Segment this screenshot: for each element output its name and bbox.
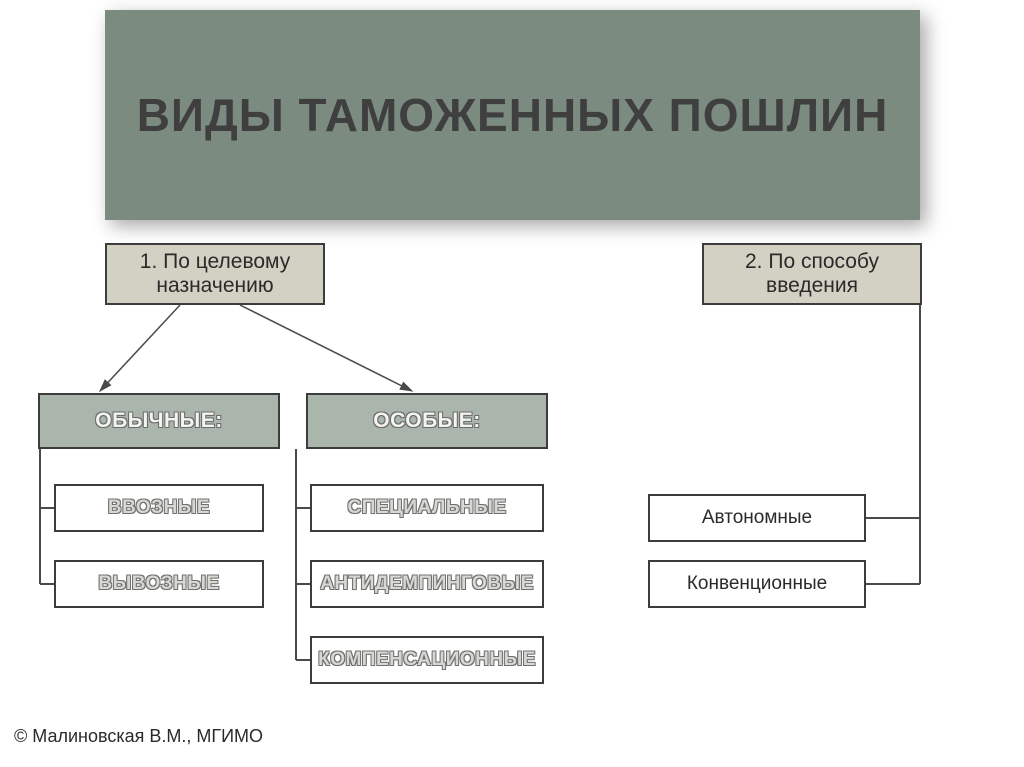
- leaf-import-box: ВВОЗНЫЕ: [54, 484, 264, 532]
- category-2-label: 2. По способу введения: [710, 250, 914, 298]
- leaf-conv-box: Конвенционные: [648, 560, 866, 608]
- leaf-antidump-box: АНТИДЕМПИНГОВЫЕ: [310, 560, 544, 608]
- leaf-conv-label: Конвенционные: [687, 573, 827, 595]
- leaf-compens-box: КОМПЕНСАЦИОННЫЕ: [310, 636, 544, 684]
- leaf-antidump-label: АНТИДЕМПИНГОВЫЕ: [320, 573, 534, 595]
- title-panel: ВИДЫ ТАМОЖЕННЫХ ПОШЛИН: [105, 10, 920, 220]
- leaf-compens-label: КОМПЕНСАЦИОННЫЕ: [318, 649, 536, 671]
- group-special-box: ОСОБЫЕ:: [306, 393, 548, 449]
- leaf-special-label: СПЕЦИАЛЬНЫЕ: [347, 497, 506, 519]
- group-ordinary-label: ОБЫЧНЫЕ:: [95, 409, 222, 433]
- footer-copyright: © Малиновская В.М., МГИМО: [14, 726, 263, 747]
- leaf-auton-box: Автономные: [648, 494, 866, 542]
- category-2-box: 2. По способу введения: [702, 243, 922, 305]
- leaf-auton-label: Автономные: [702, 507, 812, 529]
- group-special-label: ОСОБЫЕ:: [373, 409, 480, 433]
- leaf-export-box: ВЫВОЗНЫЕ: [54, 560, 264, 608]
- leaf-import-label: ВВОЗНЫЕ: [108, 497, 210, 519]
- group-ordinary-box: ОБЫЧНЫЕ:: [38, 393, 280, 449]
- category-1-box: 1. По целевому назначению: [105, 243, 325, 305]
- page-title: ВИДЫ ТАМОЖЕННЫХ ПОШЛИН: [137, 89, 889, 142]
- leaf-special-box: СПЕЦИАЛЬНЫЕ: [310, 484, 544, 532]
- leaf-export-label: ВЫВОЗНЫЕ: [98, 573, 219, 595]
- category-1-label: 1. По целевому назначению: [113, 250, 317, 298]
